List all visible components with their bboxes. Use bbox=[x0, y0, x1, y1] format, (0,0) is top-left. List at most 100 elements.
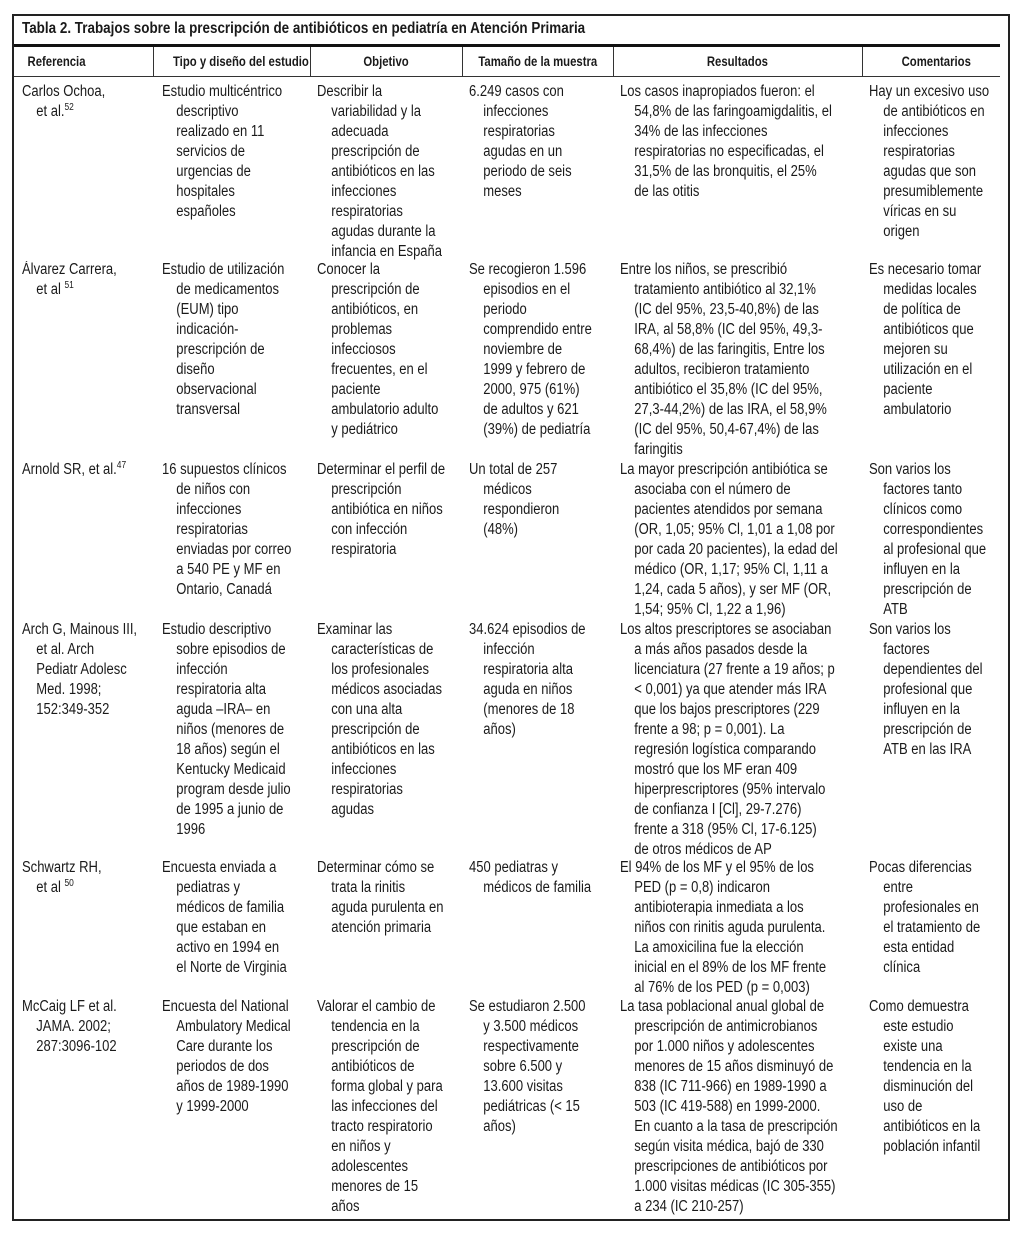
cell-line: Arnold SR, et al.47 bbox=[22, 460, 126, 480]
citation-number: 47 bbox=[116, 460, 127, 471]
cell-line: tendencia en la bbox=[883, 1058, 972, 1075]
cell-line: uso de bbox=[883, 1098, 923, 1115]
reference-text: 287:3096-102 bbox=[36, 1038, 117, 1055]
cell-line: Examinar las bbox=[317, 621, 393, 638]
cell-line: sobre 6.500 y bbox=[483, 1058, 563, 1075]
cell-line: Se estudiaron 2.500 bbox=[469, 998, 586, 1015]
cell-line: faringitis bbox=[634, 441, 683, 458]
cell-line: niños (menores de bbox=[176, 721, 285, 738]
cell-line: menores de 15 años disminuyó de bbox=[634, 1058, 834, 1075]
cell-line: médico (OR, 1,17; 95% Cl, 1,11 a bbox=[634, 561, 828, 578]
cell-line: clínica bbox=[883, 959, 921, 976]
cell-line: Álvarez Carrera, bbox=[22, 260, 117, 280]
cell-line: antibióticos en las bbox=[331, 163, 435, 180]
cell-tipo: Encuesta del National Ambulatory Medical C… bbox=[162, 997, 315, 1117]
cell-line: (IC del 95%, 50,4-67,4%) de las bbox=[634, 421, 819, 438]
cell-line: que estaban en bbox=[176, 919, 267, 936]
cell-line: prescripción de bbox=[883, 581, 972, 598]
reference-text: McCaig LF et al. bbox=[22, 998, 117, 1015]
cell-line: de política de bbox=[883, 301, 961, 318]
cell-line: al 76% de los PED (p = 0,003) bbox=[634, 979, 810, 996]
table-title: Tabla 2. Trabajos sobre la prescripción … bbox=[22, 20, 586, 37]
header-resultados: Resultados bbox=[613, 47, 862, 76]
cell-line: médicos de familia bbox=[483, 879, 592, 896]
header-rule bbox=[14, 76, 1000, 77]
cell-line: Conocer la bbox=[317, 261, 380, 278]
cell-line: inicial en el 89% de los MF frente bbox=[634, 959, 827, 976]
cell-line: (48%) bbox=[483, 521, 519, 538]
cell-ref: Álvarez Carrera, et al 51 bbox=[22, 260, 135, 300]
cell-line: a 234 (IC 210-257) bbox=[634, 1198, 744, 1215]
cell-line: frente a 98; p = 0,001). La bbox=[634, 721, 785, 738]
cell-line: hospitales bbox=[176, 183, 235, 200]
cell-line: infecciones bbox=[176, 501, 242, 518]
cell-muestra: Se estudiaron 2.500 y 3.500 médicos respec… bbox=[469, 997, 608, 1137]
cell-line: Valorar el cambio de bbox=[317, 998, 436, 1015]
cell-ref: Carlos Ochoa, et al.52 bbox=[22, 82, 121, 122]
cell-line: 1,54; 95% Cl, 1,22 a 1,96) bbox=[634, 601, 786, 618]
cell-line: respiratorias no especificadas, el bbox=[634, 143, 824, 160]
cell-line: influyen en la bbox=[883, 701, 961, 718]
cell-line: el Norte de Virginia bbox=[176, 959, 287, 976]
cell-line: factores bbox=[883, 641, 930, 658]
reference-text: et al. bbox=[36, 103, 65, 120]
cell-line: meses bbox=[483, 183, 522, 200]
cell-muestra: 450 pediatras y médicos de familia bbox=[469, 858, 614, 898]
cell-line: agudas en un bbox=[483, 143, 563, 160]
cell-line: comprendido entre bbox=[483, 321, 592, 338]
cell-line: médicos asociadas bbox=[331, 681, 443, 698]
cell-line: años) bbox=[483, 1118, 516, 1135]
cell-ref: Arch G, Mainous III, et al. Arch Pediatr A… bbox=[22, 620, 159, 720]
cell-line: utilización en el bbox=[883, 361, 973, 378]
header-label: Tipo y diseño del estudio bbox=[172, 54, 309, 69]
cell-line: de medicamentos bbox=[176, 281, 280, 298]
cell-line: adecuada bbox=[331, 123, 389, 140]
cell-line: episodios en el bbox=[483, 281, 571, 298]
cell-line: Encuesta del National bbox=[162, 998, 289, 1015]
reference-text: Álvarez Carrera, bbox=[22, 261, 117, 278]
cell-line: víricas en su bbox=[883, 203, 957, 220]
cell-line: < 0,001) ya que atender más IRA bbox=[634, 681, 827, 698]
cell-tipo: Estudio de utilización de medicamentos (EU… bbox=[162, 260, 308, 420]
reference-text: JAMA. 2002; bbox=[36, 1018, 111, 1035]
cell-line: La amoxicilina fue la elección bbox=[634, 939, 804, 956]
cell-line: agudas durante la bbox=[331, 223, 436, 240]
cell-line: licenciatura (27 frente a 19 años; p bbox=[634, 661, 835, 678]
cell-line: ambulatorio adulto bbox=[331, 401, 439, 418]
cell-line: enviadas por correo bbox=[176, 541, 292, 558]
reference-text: Med. 1998; bbox=[36, 681, 102, 698]
cell-line: el tratamiento de bbox=[883, 919, 981, 936]
cell-objetivo: Determinar cómo se trata la rinitis aguda … bbox=[317, 858, 468, 938]
cell-line: años) bbox=[483, 721, 516, 738]
cell-line: con infección bbox=[331, 521, 408, 538]
cell-line: paciente bbox=[331, 381, 381, 398]
cell-line: (IC del 95%, 23,5-40,8%) de las bbox=[634, 301, 819, 318]
reference-text: et al bbox=[36, 879, 65, 896]
cell-resultados: El 94% de los MF y el 95% de los PED (p =… bbox=[620, 858, 865, 998]
cell-line: Kentucky Medicaid bbox=[176, 761, 286, 778]
cell-line: Ambulatory Medical bbox=[176, 1018, 291, 1035]
cell-line: respiratorias bbox=[331, 781, 403, 798]
cell-line: sobre episodios de bbox=[176, 641, 286, 658]
header-label: Referencia bbox=[27, 54, 86, 69]
cell-line: atención primaria bbox=[331, 919, 432, 936]
cell-line: presumiblemente bbox=[883, 183, 984, 200]
cell-line: descriptivo bbox=[176, 103, 239, 120]
cell-line: infecciones bbox=[331, 183, 397, 200]
cell-line: medidas locales bbox=[883, 281, 977, 298]
cell-line: respiratorias bbox=[483, 123, 555, 140]
header-tipo: Tipo y diseño del estudio bbox=[160, 47, 322, 76]
cell-line: (OR, 1,05; 95% Cl, 1,01 a 1,08 por bbox=[634, 521, 835, 538]
cell-line: que los bajos prescriptores (229 bbox=[634, 701, 820, 718]
cell-line: existe una bbox=[883, 1038, 943, 1055]
citation-number: 50 bbox=[64, 878, 74, 889]
cell-line: adolescentes bbox=[331, 1158, 409, 1175]
cell-line: años bbox=[331, 1198, 360, 1215]
cell-resultados: La tasa poblacional anual global de presc… bbox=[620, 997, 879, 1217]
cell-line: et al. Arch bbox=[22, 640, 137, 660]
cell-line: forma global y para bbox=[331, 1078, 443, 1095]
cell-line: infecciones bbox=[331, 761, 397, 778]
cell-line: indicación- bbox=[176, 321, 239, 338]
cell-line: transversal bbox=[176, 401, 240, 418]
table-frame bbox=[12, 14, 1010, 1221]
